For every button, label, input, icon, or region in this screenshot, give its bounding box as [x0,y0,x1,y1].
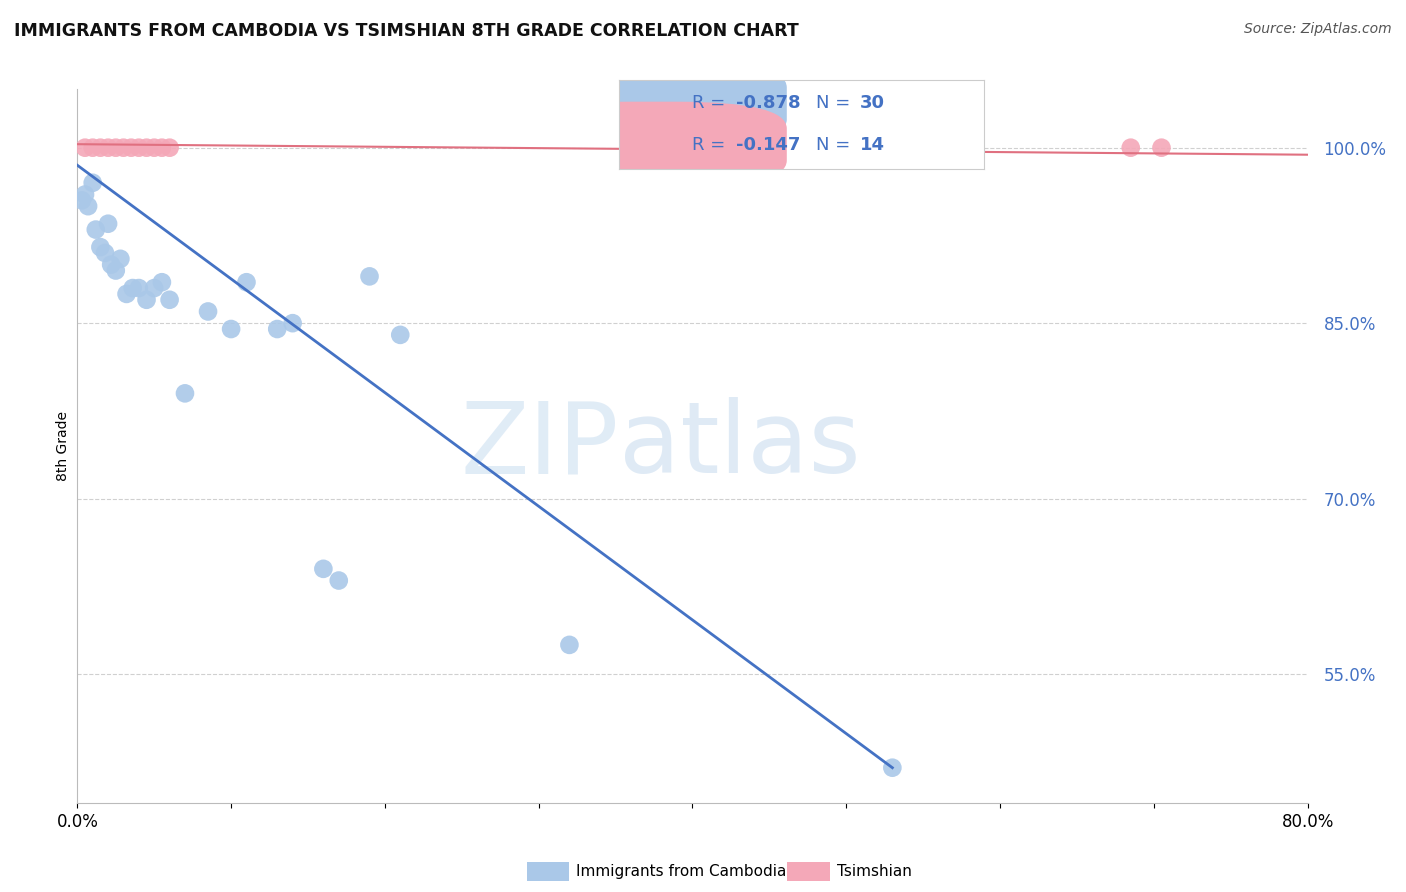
Point [84,222,107,236]
Point [121,281,143,295]
Point [115,287,138,301]
Point [73,141,96,155]
Point [70,194,93,208]
Point [104,141,127,155]
Point [312,562,335,576]
Point [882,761,904,775]
Point [97,217,120,231]
Point [558,638,581,652]
Point [97,141,120,155]
Text: R =: R = [692,136,731,153]
Point [150,141,173,155]
Text: ZIP: ZIP [460,398,619,494]
Point [281,316,304,330]
Point [143,141,166,155]
Point [359,269,381,284]
Point [89,240,111,254]
Point [266,322,288,336]
Point [159,293,181,307]
Text: Tsimshian: Tsimshian [837,864,911,879]
Point [82,176,104,190]
Point [143,281,166,295]
Point [174,386,197,401]
Text: N =: N = [815,95,856,112]
Point [235,275,257,289]
Point [135,141,157,155]
Point [1119,141,1142,155]
Point [197,304,219,318]
Point [112,141,135,155]
Text: -0.878: -0.878 [735,95,800,112]
Y-axis label: 8th Grade: 8th Grade [56,411,70,481]
Point [89,141,111,155]
Point [110,252,132,266]
FancyBboxPatch shape [520,61,787,146]
Text: Source: ZipAtlas.com: Source: ZipAtlas.com [1244,22,1392,37]
Point [1150,141,1173,155]
Point [389,327,412,342]
Point [73,187,96,202]
Text: Immigrants from Cambodia: Immigrants from Cambodia [576,864,787,879]
FancyBboxPatch shape [520,102,787,187]
Point [135,293,157,307]
Point [94,246,117,260]
Point [82,141,104,155]
Point [150,275,173,289]
Point [328,574,350,588]
Point [128,141,150,155]
Point [219,322,242,336]
Point [104,263,127,277]
Point [128,281,150,295]
Point [77,199,100,213]
Text: -0.147: -0.147 [735,136,800,153]
Point [100,258,122,272]
Text: R =: R = [692,95,731,112]
Text: 14: 14 [860,136,884,153]
Point [159,141,181,155]
Text: N =: N = [815,136,856,153]
Point [120,141,142,155]
Text: IMMIGRANTS FROM CAMBODIA VS TSIMSHIAN 8TH GRADE CORRELATION CHART: IMMIGRANTS FROM CAMBODIA VS TSIMSHIAN 8T… [14,22,799,40]
Text: atlas: atlas [619,398,860,494]
Text: 30: 30 [860,95,884,112]
